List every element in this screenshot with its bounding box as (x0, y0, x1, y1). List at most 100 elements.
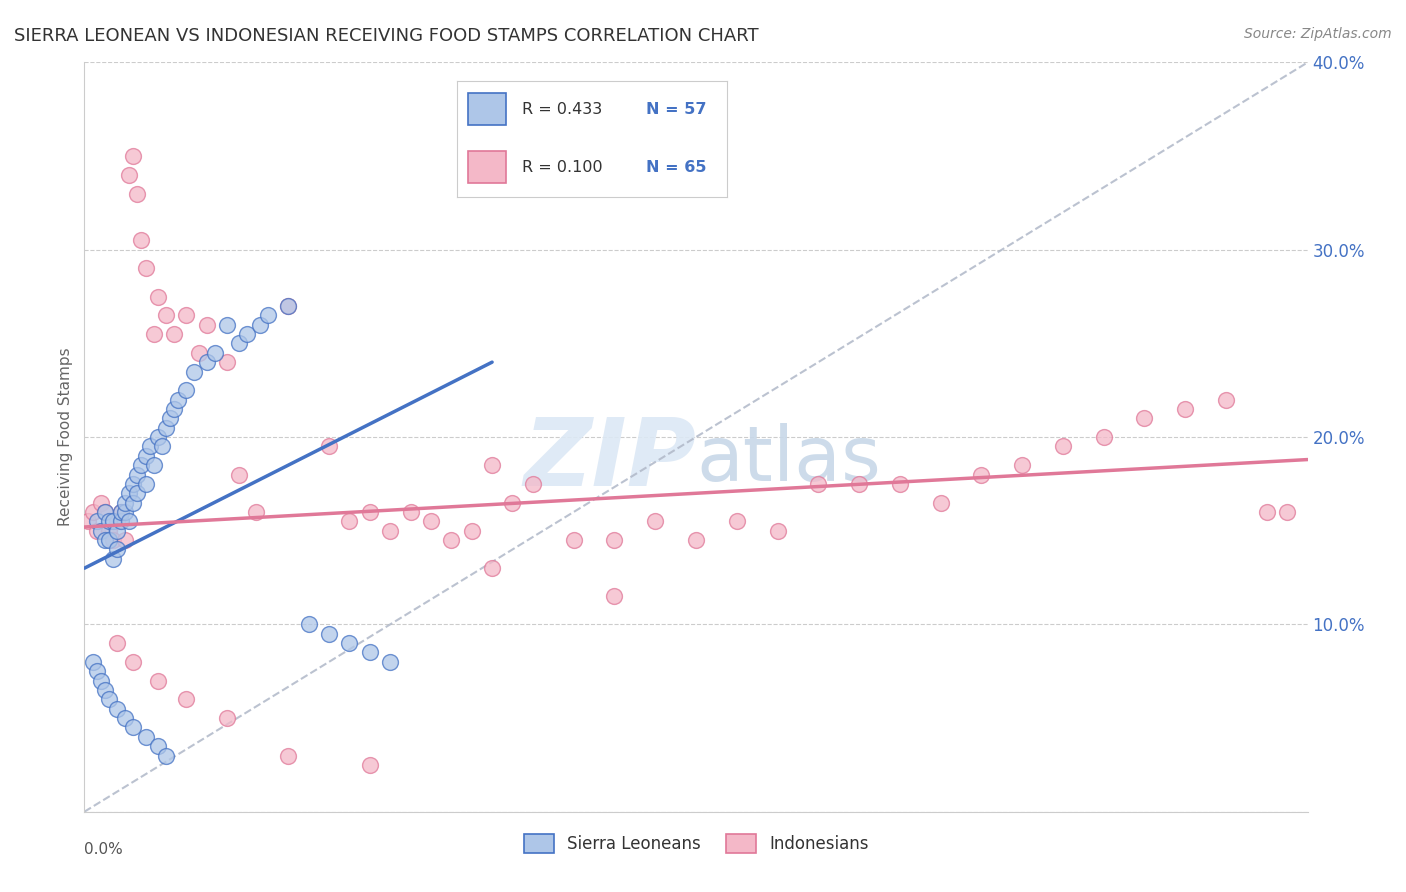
Point (481, 561, 503, 575)
Point (135, 730, 157, 744)
Point (318, 626, 340, 640)
Text: atlas: atlas (696, 423, 880, 497)
Point (339, 636, 361, 650)
Point (146, 739, 169, 753)
Point (118, 486, 141, 500)
Point (93, 683, 115, 698)
Point (127, 467, 149, 482)
Point (90, 496, 112, 510)
Point (146, 289, 169, 303)
Point (155, 308, 177, 322)
Point (359, 758, 381, 772)
Point (110, 514, 132, 528)
Point (105, 701, 128, 715)
Point (122, 655, 145, 669)
Point (603, 590, 626, 604)
Point (105, 636, 128, 650)
Point (217, 355, 239, 369)
Point (807, 476, 830, 491)
Point (82, 505, 104, 519)
Point (277, 748, 299, 763)
Point (359, 646, 381, 660)
Point (86, 524, 108, 538)
Point (135, 261, 157, 276)
Point (183, 365, 205, 379)
Point (127, 486, 149, 500)
Point (174, 384, 197, 398)
Point (155, 421, 177, 435)
Point (122, 476, 145, 491)
Point (86, 664, 108, 679)
Point (725, 514, 748, 528)
Point (228, 336, 250, 351)
Point (380, 524, 402, 538)
Point (277, 299, 299, 313)
Point (204, 345, 226, 359)
Point (217, 318, 239, 332)
Point (105, 542, 128, 557)
Point (1256, 505, 1278, 519)
Point (277, 299, 299, 313)
Point (159, 411, 181, 425)
Point (82, 655, 104, 669)
Point (118, 168, 141, 182)
Point (562, 533, 585, 547)
Point (86, 514, 108, 528)
Point (131, 458, 153, 473)
Point (93, 505, 115, 519)
Point (217, 711, 239, 725)
Point (97, 533, 120, 547)
Text: SIERRA LEONEAN VS INDONESIAN RECEIVING FOOD STAMPS CORRELATION CHART: SIERRA LEONEAN VS INDONESIAN RECEIVING F… (14, 27, 759, 45)
Legend: Sierra Leoneans, Indonesians: Sierra Leoneans, Indonesians (517, 827, 875, 860)
Point (603, 533, 626, 547)
Point (114, 533, 136, 547)
Point (502, 496, 524, 510)
Point (135, 449, 157, 463)
Point (195, 355, 218, 369)
Point (101, 533, 124, 547)
Point (97, 692, 120, 706)
Point (245, 505, 267, 519)
Point (685, 533, 707, 547)
Point (929, 496, 952, 510)
Point (122, 496, 145, 510)
Text: Source: ZipAtlas.com: Source: ZipAtlas.com (1244, 27, 1392, 41)
Point (1174, 401, 1197, 416)
Point (114, 711, 136, 725)
Point (122, 721, 145, 735)
Point (399, 505, 422, 519)
Point (298, 617, 321, 632)
Point (1133, 411, 1156, 425)
Point (228, 467, 250, 482)
Point (114, 505, 136, 519)
Point (461, 524, 484, 538)
Point (249, 318, 271, 332)
Point (1092, 430, 1115, 444)
Point (257, 308, 280, 322)
Point (318, 440, 340, 453)
Point (970, 467, 993, 482)
Point (359, 505, 381, 519)
Point (195, 318, 218, 332)
Point (380, 655, 402, 669)
Point (174, 692, 197, 706)
Point (97, 524, 120, 538)
Point (93, 505, 115, 519)
Point (101, 514, 124, 528)
Point (77, 514, 100, 528)
Point (114, 496, 136, 510)
Point (155, 748, 177, 763)
Point (1277, 505, 1299, 519)
Point (522, 476, 544, 491)
Point (105, 514, 128, 528)
Point (236, 326, 259, 341)
Point (90, 524, 112, 538)
Point (101, 551, 124, 566)
Point (163, 401, 186, 416)
Point (122, 149, 145, 163)
Point (105, 524, 128, 538)
Point (187, 345, 209, 359)
Point (848, 476, 870, 491)
Point (118, 514, 141, 528)
Point (110, 505, 132, 519)
